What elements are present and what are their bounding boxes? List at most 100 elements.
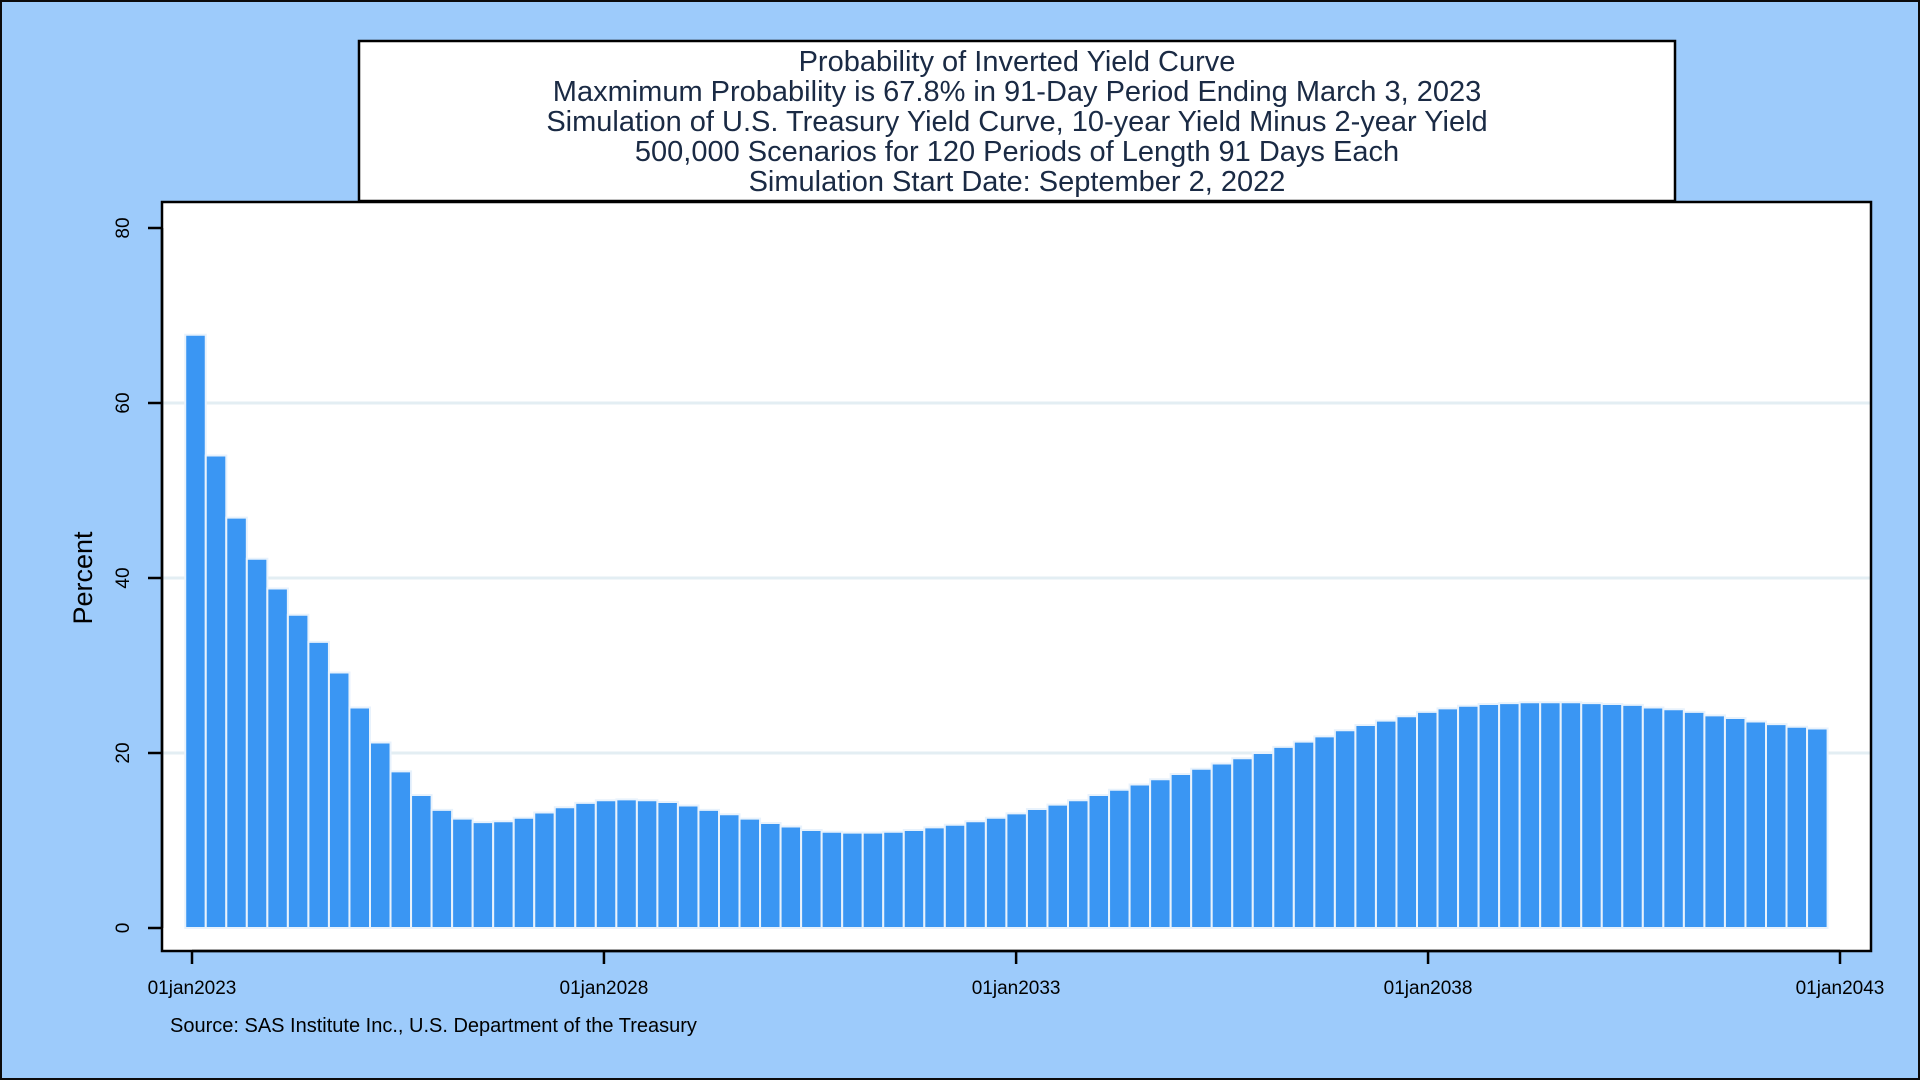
bar	[245, 557, 269, 929]
chart-subtitle-start-date: Simulation Start Date: September 2, 2022	[749, 166, 1286, 198]
bar	[1436, 707, 1460, 929]
bar	[348, 706, 371, 929]
bar	[1662, 708, 1685, 929]
bar	[779, 825, 803, 929]
bar	[738, 817, 762, 929]
y-tick-label: 40	[113, 567, 134, 588]
chart-subtitle-scenarios: 500,000 Scenarios for 120 Periods of Len…	[635, 136, 1399, 168]
bar	[1128, 783, 1152, 929]
bar	[471, 821, 495, 929]
bar	[492, 820, 515, 929]
bar	[1580, 702, 1603, 929]
bar	[286, 613, 310, 929]
bar	[1600, 703, 1624, 929]
bar	[882, 830, 905, 929]
bar	[225, 516, 248, 929]
bar	[1723, 717, 1747, 929]
bar	[1149, 778, 1172, 929]
title-box	[357, 39, 1677, 203]
bar	[615, 798, 638, 929]
chart-subtitle-max-probability: Maxmimum Probability is 67.8% in 91-Day …	[553, 76, 1481, 108]
bar	[1025, 808, 1049, 929]
bar	[1641, 706, 1665, 929]
bars	[184, 333, 1829, 929]
x-tick-label: 01jan2028	[560, 978, 649, 999]
bar	[553, 806, 577, 929]
bar	[820, 830, 844, 929]
bar	[759, 822, 782, 929]
bar	[1190, 767, 1213, 929]
y-tick-label: 0	[113, 923, 134, 934]
bar	[327, 671, 351, 929]
bar	[1457, 704, 1480, 929]
bar	[1395, 715, 1419, 929]
bar	[1703, 714, 1726, 929]
bar	[1087, 794, 1111, 929]
bar	[964, 820, 987, 929]
bar	[204, 454, 228, 929]
bar	[1477, 703, 1501, 929]
bar	[861, 831, 885, 929]
y-tick-label: 60	[113, 392, 134, 413]
source-note: Source: SAS Institute Inc., U.S. Departm…	[170, 1015, 697, 1037]
bar	[1765, 723, 1788, 929]
bar	[574, 801, 597, 929]
bar	[512, 816, 536, 929]
chart-subtitle-simulation: Simulation of U.S. Treasury Yield Curve,…	[546, 106, 1487, 138]
bar	[1046, 803, 1070, 929]
bar	[1539, 701, 1562, 929]
y-tick-label: 20	[113, 742, 134, 763]
bar	[1292, 740, 1316, 929]
chart-title: Probability of Inverted Yield Curve	[799, 46, 1236, 78]
x-axis: 01jan2023 01jan2028 01jan2033 01jan2038 01ja…	[148, 951, 1885, 999]
bar	[389, 770, 413, 929]
x-tick-label: 01jan2033	[972, 978, 1061, 999]
bar	[1682, 710, 1706, 929]
bar	[717, 813, 741, 929]
bar	[1333, 729, 1357, 929]
bar	[1313, 735, 1336, 929]
bar	[635, 799, 659, 929]
bar	[1785, 725, 1809, 929]
bar	[676, 804, 700, 929]
bar	[943, 823, 967, 929]
y-axis-title: Percent	[68, 531, 98, 625]
bar	[1744, 720, 1768, 929]
bar	[1806, 727, 1829, 929]
bar	[923, 826, 946, 929]
bar	[1559, 701, 1583, 929]
bar	[368, 741, 392, 929]
bar	[1518, 701, 1542, 929]
bar	[1272, 745, 1295, 929]
bar	[1416, 710, 1439, 929]
x-tick-label: 01jan2023	[148, 978, 237, 999]
bar	[984, 816, 1008, 929]
bar	[1005, 812, 1028, 929]
bar	[800, 829, 823, 929]
x-tick-label: 01jan2038	[1384, 978, 1473, 999]
bar	[1231, 757, 1254, 929]
bar	[307, 640, 330, 929]
bar	[184, 333, 207, 929]
bar	[841, 831, 864, 929]
bar	[697, 808, 720, 929]
bar	[902, 829, 926, 929]
bar	[1498, 702, 1521, 929]
y-tick-label: 80	[113, 217, 134, 238]
bar	[451, 817, 474, 929]
bar	[1169, 773, 1193, 929]
bar	[1108, 788, 1131, 929]
bar	[594, 799, 618, 929]
x-tick-label: 01jan2043	[1796, 978, 1885, 999]
bar	[266, 587, 289, 929]
bar	[410, 794, 433, 929]
bar	[1374, 719, 1398, 929]
bar	[1067, 799, 1090, 929]
bar	[430, 808, 454, 929]
bar	[1210, 762, 1234, 929]
y-axis: 0 20 40 60 80	[113, 217, 162, 933]
bar	[1621, 703, 1644, 929]
bar	[656, 801, 679, 929]
